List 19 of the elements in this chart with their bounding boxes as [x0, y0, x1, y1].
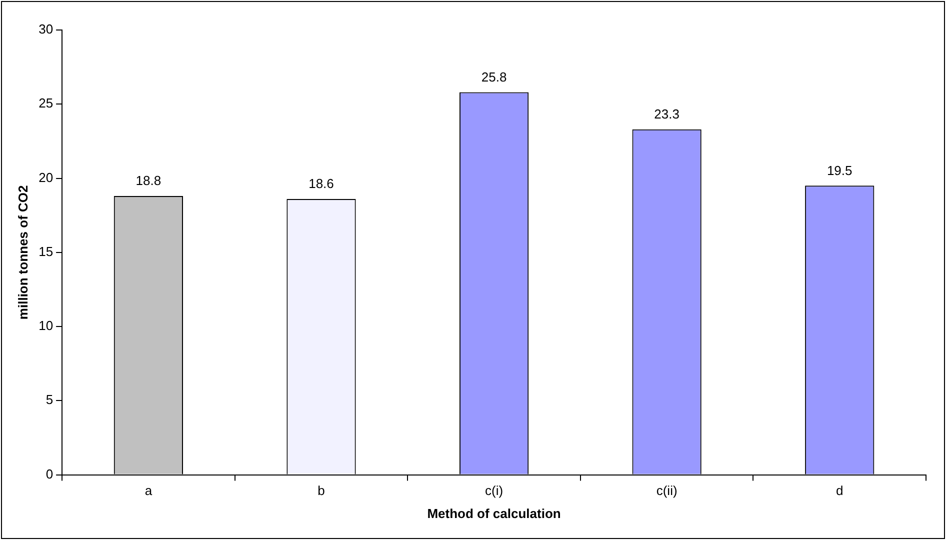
x-tick-label: c(ii)	[656, 483, 678, 498]
data-label: 18.6	[308, 176, 334, 192]
y-tick-label: 10	[38, 318, 54, 334]
data-label: 18.8	[136, 173, 162, 188]
x-tick-label: c(i)	[485, 483, 504, 498]
y-tick-label: 25	[38, 96, 54, 111]
y-tick-label: 20	[38, 170, 54, 185]
data-label: 25.8	[481, 69, 507, 84]
y-tick-label: 15	[38, 244, 54, 259]
y-axis-title: million tonnes of CO2	[15, 185, 30, 320]
data-label: 23.3	[654, 106, 680, 122]
y-tick-label: 5	[46, 392, 54, 408]
x-tick-label: a	[144, 483, 153, 498]
y-tick-label: 30	[38, 22, 54, 37]
x-tick-label: d	[836, 483, 844, 498]
y-tick-label: 0	[46, 466, 54, 482]
x-axis-title: Method of calculation	[427, 506, 561, 521]
data-label: 19.5	[826, 162, 852, 178]
x-tick-label: b	[318, 483, 325, 498]
